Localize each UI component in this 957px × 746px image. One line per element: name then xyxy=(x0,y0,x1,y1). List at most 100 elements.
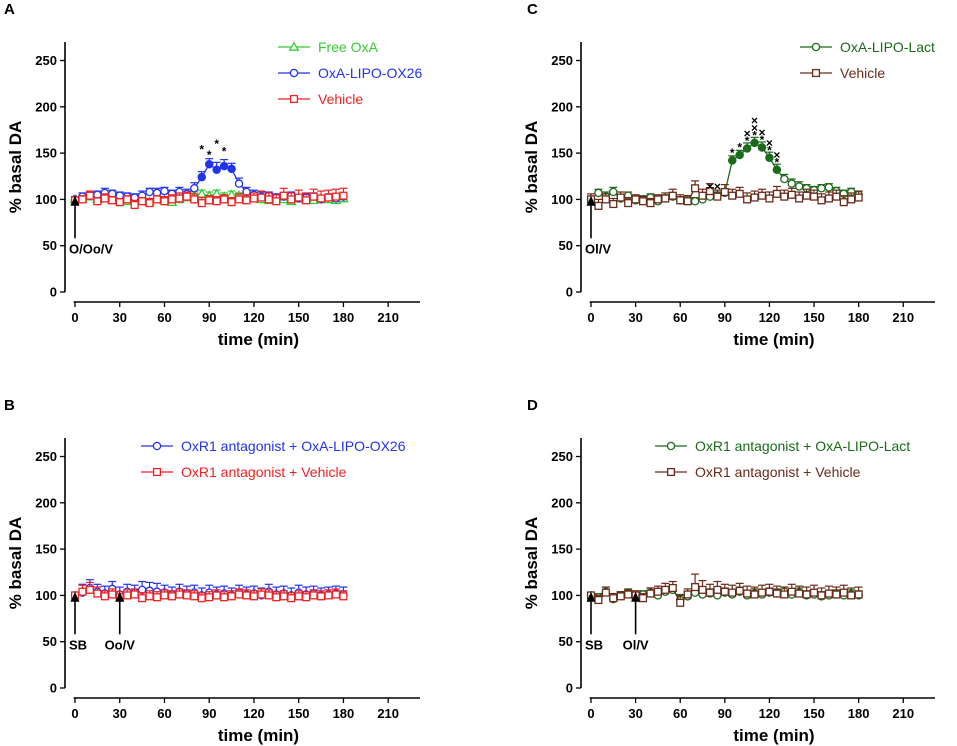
panel-c-series-2: Vehicle xyxy=(586,65,885,210)
panel-d-series-2-point xyxy=(847,591,856,600)
panel-d-series-2-point xyxy=(743,589,752,598)
panel-b-series-2-point xyxy=(279,592,288,601)
panel-c-series-2-point xyxy=(616,193,625,202)
panel-c-series-2-point xyxy=(720,187,729,197)
panel-a-series-2-legend-marker xyxy=(289,68,299,78)
panel-b-series-1-legend-label: OxR1 antagonist + OxA-LIPO-OX26 xyxy=(181,438,406,454)
panel-a-series-3-point xyxy=(138,197,147,206)
panel-c-series-2-point xyxy=(624,199,633,208)
panel-b-series-2-point xyxy=(138,594,147,603)
panel-a-series-3-point xyxy=(78,195,87,204)
panel-c-y-tick-label: 100 xyxy=(551,192,573,207)
panel-b-x-tick-label: 60 xyxy=(157,706,171,721)
panel-b-series-2-point xyxy=(249,592,259,601)
panel-d-arrow-label: SB xyxy=(585,637,603,652)
panel-a-x-tick-label: 150 xyxy=(288,310,310,325)
panel-a-series-1-point xyxy=(211,188,222,198)
panel-c-significance-mark: × xyxy=(714,179,721,193)
panel-a-series-2: OxA-LIPO-OX26 xyxy=(70,65,422,204)
panel-a-y-axis-title: % basal DA xyxy=(6,121,25,214)
panel-b-series-2-point xyxy=(145,592,154,601)
panel-a-series-3-point xyxy=(167,195,176,204)
panel-b-series-2-point xyxy=(190,592,199,601)
panel-c-series-2-point xyxy=(713,192,722,201)
panel-a-y-tick-label: 0 xyxy=(50,285,57,300)
panel-c-series-2-point xyxy=(743,195,752,204)
panel-c-series-1-legend-label: OxA-LIPO-Lact xyxy=(840,39,935,55)
panel-d-series-2-point xyxy=(668,583,677,593)
panel-c-significance-mark: * xyxy=(760,133,765,147)
panel-c-series-1-point xyxy=(742,144,752,153)
panel-a-series-3-point xyxy=(205,196,214,205)
panel-d-y-tick-label: 250 xyxy=(551,449,573,464)
panel-d-series-2-point xyxy=(624,590,633,599)
panel-a-x-axis-title: time (min) xyxy=(218,330,299,349)
panel-a-series-2-point xyxy=(190,184,199,193)
panel-a-series-3-point xyxy=(279,191,288,200)
panel-b-series-2-point xyxy=(302,593,311,602)
panel-c-series-1-point xyxy=(772,165,782,175)
panel-c-y-tick-label: 250 xyxy=(551,53,573,68)
panel-b-series-2-point xyxy=(309,591,318,600)
panel-b-y-tick-label: 50 xyxy=(43,634,57,649)
panel-c-significance-mark: × xyxy=(773,148,780,162)
panel-b-x-tick-label: 30 xyxy=(113,706,127,721)
panel-b-y-axis-title: % basal DA xyxy=(6,517,25,610)
panel-b-series-2-point xyxy=(93,589,102,598)
panel-b-y-tick-label: 0 xyxy=(50,681,57,696)
panel-d-series-1-legend-label: OxR1 antagonist + OxA-LIPO-Lact xyxy=(695,438,910,454)
panel-a-series-3-point xyxy=(152,195,162,204)
panel-a-series-3-point xyxy=(220,195,229,204)
panel-c-significance-mark: × xyxy=(766,136,773,150)
panel-c-x-tick-label: 30 xyxy=(628,310,642,325)
panel-d-series-2-point xyxy=(713,585,722,594)
panel-c-significance-mark: × xyxy=(744,127,751,141)
panel-a-x-tick-label: 90 xyxy=(202,310,216,325)
panel-b-x-tick-label: 180 xyxy=(333,706,355,721)
panel-c-series-1-point xyxy=(690,197,700,206)
panel-d-series-2-point xyxy=(780,590,789,599)
panel-d-series-2-point xyxy=(795,589,804,598)
panel-a: A 0 50 100 150 200 250 0 30 60 90 120 150 180 210 time … xyxy=(4,1,422,349)
panel-c-series-2-point xyxy=(638,197,648,206)
panel-b-series-2-point xyxy=(197,594,206,603)
panel-b-series-2-point xyxy=(78,587,87,596)
panel-a-y-tick-label: 200 xyxy=(35,99,57,114)
panel-a-letter: A xyxy=(4,1,15,18)
panel-d-arrow-head xyxy=(586,591,596,602)
panel-b-series-2-point xyxy=(242,591,251,600)
panel-b-arrow-head xyxy=(115,591,125,602)
panel-d-y-tick-label: 200 xyxy=(551,495,573,510)
panel-b-series-2-point xyxy=(317,592,326,601)
panel-d-series-2-point xyxy=(646,589,655,598)
panel-a-series-3-legend-marker xyxy=(289,94,299,104)
panel-d-series-2-point xyxy=(787,587,796,596)
panel-c-significance-mark: * xyxy=(737,141,742,155)
panel-b-series-2-point xyxy=(324,591,333,600)
panel-d-series-2-point xyxy=(683,590,692,599)
panel-a-series-3-point xyxy=(331,192,341,201)
panel-d: D 0 50 100 150 200 250 0 30 60 90 120 150 180 210 time … xyxy=(522,397,935,745)
panel-c-series-2-point xyxy=(676,196,685,205)
panel-d-series-2-point xyxy=(653,587,662,596)
panel-d-x-tick-label: 210 xyxy=(892,706,914,721)
panel-d-series-2-point xyxy=(765,587,774,596)
panel-a-series-1-legend-label: Free OxA xyxy=(318,39,379,55)
panel-a-series-2-point xyxy=(212,165,221,175)
panel-a-arrow-head xyxy=(70,195,80,206)
panel-c-significance-mark: * xyxy=(775,155,780,169)
panel-d-series-2-point xyxy=(802,590,811,599)
panel-a-significance-mark: * xyxy=(214,137,219,151)
panel-a-series-3-point xyxy=(145,199,154,208)
panel-c-significance-mark: × xyxy=(751,114,758,128)
panel-a-series-3-point xyxy=(175,194,184,203)
panel-d-y-axis-title: % basal DA xyxy=(522,517,541,610)
panel-a-series-3-point xyxy=(339,191,348,200)
panel-c-x-tick-label: 120 xyxy=(759,310,781,325)
panel-c-significance-mark: × xyxy=(706,179,713,193)
panel-d-series-2-point xyxy=(720,587,729,596)
panel-d-series-2-point xyxy=(809,588,819,597)
panel-a-series-3-point xyxy=(115,198,124,207)
panel-d-series-2-point xyxy=(772,589,781,598)
panel-c-series-1-point xyxy=(765,153,774,162)
